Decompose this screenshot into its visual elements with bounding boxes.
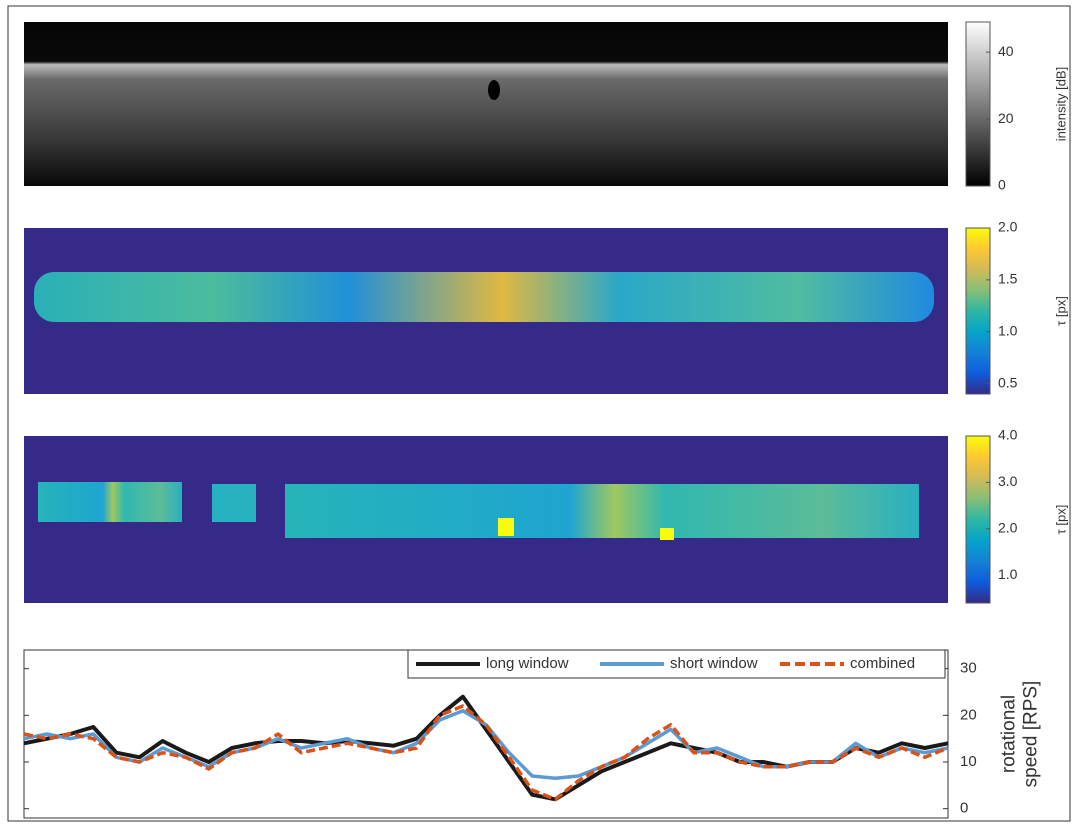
colorbar-tick-label: 3.0	[998, 473, 1018, 489]
colorbar-tick-label: 0	[998, 177, 1006, 193]
tau-map-band	[212, 484, 256, 522]
colorbar-label: τ [px]	[1053, 505, 1068, 535]
colorbar-tick-label: 2.0	[998, 219, 1018, 235]
colorbar	[966, 228, 990, 394]
colorbar-tick-label: 0.5	[998, 374, 1018, 390]
colorbar-tick-label: 2.0	[998, 519, 1018, 535]
colorbar	[966, 436, 990, 603]
colorbar-label: intensity [dB]	[1053, 67, 1068, 141]
legend-label: combined	[850, 655, 915, 672]
colorbar-tick-label: 1.5	[998, 271, 1018, 287]
tau-map-detail	[660, 528, 674, 540]
tau-map-band	[285, 484, 919, 538]
legend-label: long window	[486, 655, 569, 672]
y-axis-label-line: speed [RPS]	[1020, 681, 1041, 788]
colorbar-tick-label: 40	[998, 43, 1014, 59]
y-tick-label: 0	[960, 800, 968, 817]
image-detail	[488, 80, 500, 100]
tau-map-detail	[498, 518, 514, 536]
y-axis-label: rotationalspeed [RPS]	[999, 681, 1042, 788]
y-axis-label-line: rotational	[999, 695, 1020, 773]
colorbar-label: τ [px]	[1053, 296, 1068, 326]
colorbar-tick-label: 1.0	[998, 566, 1018, 582]
colorbar-tick-label: 4.0	[998, 427, 1018, 443]
figure: 0 20 40 intensity [dB] 0.5 1.0 1.5 2.0 τ [px] 1.0…	[0, 0, 1079, 829]
y-tick-label: 10	[960, 753, 977, 770]
colorbar-tick-label: 1.0	[998, 322, 1018, 338]
oct-image	[24, 22, 948, 186]
y-tick-label: 20	[960, 706, 977, 723]
colorbar-tick-label: 20	[998, 110, 1014, 126]
legend-label: short window	[670, 655, 758, 672]
tau-map-band	[34, 272, 934, 322]
y-tick-label: 30	[960, 660, 977, 677]
tau-map-band	[38, 482, 182, 522]
colorbar	[966, 22, 990, 186]
